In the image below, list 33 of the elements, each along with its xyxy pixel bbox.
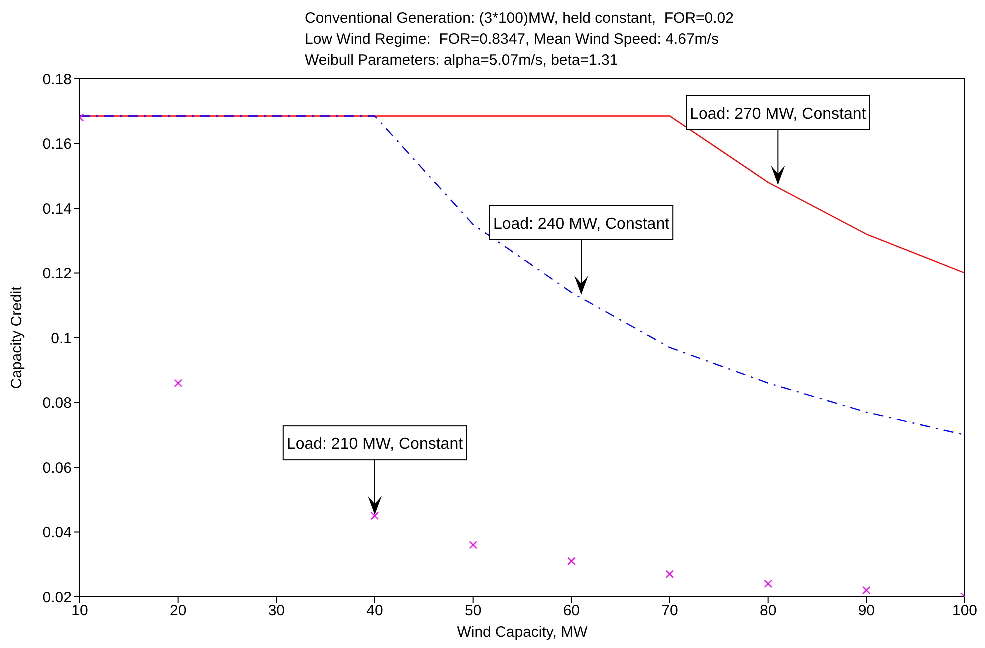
y-tick-label: 0.12 <box>42 266 72 283</box>
chart-title: Conventional Generation: (3*100)MW, held constant, FOR=0.02 <box>305 9 734 29</box>
x-tick-label: 90 <box>858 602 876 620</box>
point <box>862 586 871 595</box>
point <box>469 541 478 550</box>
annotation: Load: 240 MW, Constant <box>493 216 670 233</box>
point <box>370 512 380 520</box>
y-tick-label: 0.1 <box>51 330 72 348</box>
x-tick-label: 10 <box>72 602 88 620</box>
x-tick-label: 80 <box>760 602 777 620</box>
y-tick-label: 0.14 <box>42 200 72 218</box>
annotation: Load: 270 MW, Constant <box>690 106 867 123</box>
y-tick-label: 0.08 <box>42 395 72 412</box>
y-tick-label: 0.18 <box>42 71 72 88</box>
y-tick-label: 0.16 <box>42 136 72 154</box>
y-tick-label: 0.02 <box>42 589 72 606</box>
annotation: Load: 210 MW, Constant <box>286 436 464 454</box>
x-tick-label: 60 <box>563 602 580 620</box>
x-tick-label: 40 <box>366 602 384 620</box>
x-axis-title: Wind Capacity, MW <box>457 624 589 641</box>
point <box>666 570 674 578</box>
chart-subtitle: Low Wind Regime: FOR=0.8347, Mean Wind Speed: 4.67m/s Weibull Parameters: alpha=5.07m/s, beta=1.31 <box>305 30 720 71</box>
y-tick-label: 0.04 <box>42 524 72 542</box>
x-tick-label: 70 <box>662 602 678 620</box>
x-tick-label: 50 <box>464 602 482 620</box>
x-tick-label: 30 <box>268 602 286 620</box>
y-tick-label: 0.06 <box>42 460 72 477</box>
x-tick-label: 20 <box>170 602 187 620</box>
point <box>764 580 772 588</box>
point <box>174 379 182 388</box>
y-axis-title: Capacity Credit <box>8 286 26 390</box>
point <box>568 557 576 566</box>
x-tick-label: 100 <box>952 602 978 620</box>
